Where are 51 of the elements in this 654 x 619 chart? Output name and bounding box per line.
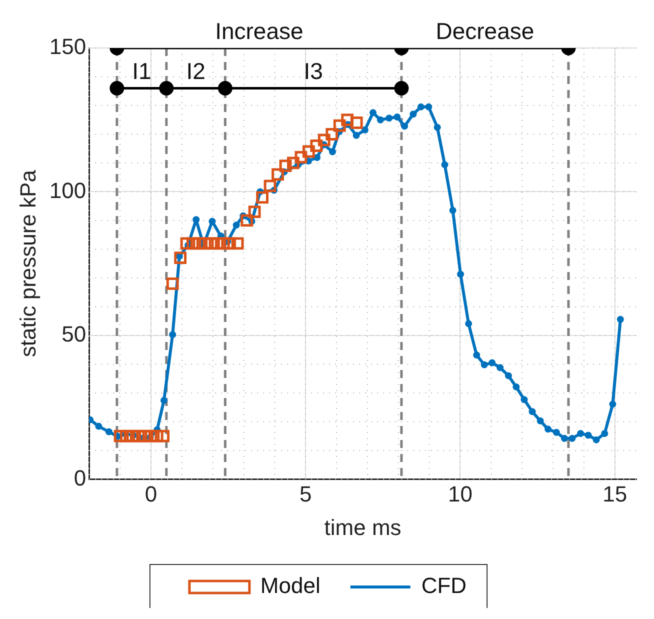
annotation: I2 (186, 58, 206, 84)
point (218, 80, 232, 96)
point (318, 134, 330, 146)
point (310, 140, 323, 152)
y-axis-title: static pressure kPa (15, 169, 40, 358)
point (211, 237, 224, 250)
point (279, 160, 292, 172)
point (166, 278, 179, 290)
x-tick-label: 5 (299, 481, 312, 506)
legend-label: Model (260, 573, 320, 598)
point (264, 180, 276, 192)
point (294, 151, 308, 164)
point (341, 114, 354, 126)
point (287, 156, 300, 170)
point (144, 430, 158, 442)
point (159, 80, 174, 96)
annotation: I1 (132, 58, 152, 84)
point (256, 191, 268, 204)
point (272, 168, 284, 181)
point (114, 430, 126, 442)
annotation: Increase (215, 18, 304, 44)
x-tick-label: 10 (448, 481, 472, 506)
point (180, 237, 193, 250)
y-tick-label: 0 (74, 465, 86, 490)
legend-label: CFD (421, 573, 467, 598)
point (110, 80, 124, 96)
point (132, 430, 145, 442)
point (248, 206, 261, 218)
point (224, 237, 236, 250)
point (333, 119, 346, 132)
point (231, 237, 244, 250)
x-tick-label: 15 (602, 481, 628, 506)
point (126, 430, 139, 442)
annotation: Decrease (436, 18, 534, 44)
x-axis-title: time ms (324, 514, 402, 540)
point (240, 214, 254, 227)
point (326, 128, 338, 140)
point (350, 116, 363, 129)
y-tick-label: 100 (49, 178, 86, 203)
point (302, 145, 315, 158)
point (394, 80, 409, 96)
x-tick-label: 0 (144, 481, 158, 506)
point (157, 430, 170, 442)
point (138, 430, 151, 442)
y-tick-label: 50 (62, 322, 86, 347)
point (120, 430, 132, 442)
y-tick-label: 150 (49, 34, 86, 60)
annotation: I3 (304, 58, 323, 84)
point (174, 252, 187, 264)
point (198, 237, 212, 250)
point (205, 237, 218, 250)
